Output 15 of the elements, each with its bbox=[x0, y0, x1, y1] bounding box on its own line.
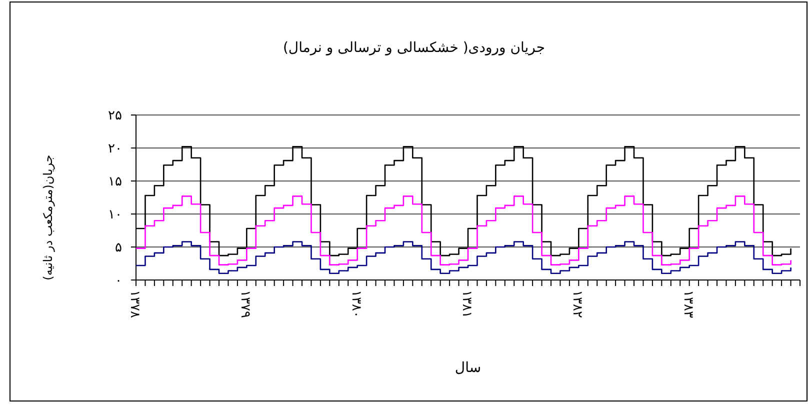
chart-title: جریان ورودی( خشکسالی و ترسالی و نرمال) bbox=[282, 40, 546, 56]
y-tick-label: ۲۵ bbox=[108, 108, 122, 124]
x-tick-label: ۱۳۸۲ bbox=[570, 290, 585, 318]
x-tick-label: ۱۳۸۰ bbox=[348, 290, 364, 318]
y-tick-label: ۰ bbox=[115, 274, 122, 289]
y-tick-label: ۵ bbox=[115, 240, 122, 256]
y-tick-label: ۱۵ bbox=[108, 174, 122, 190]
x-tick-label: ۱۳۸۱ bbox=[459, 290, 474, 318]
y-tick-label: ۲۰ bbox=[108, 142, 122, 157]
x-tick-label: ۱۳۸۳ bbox=[680, 290, 696, 318]
y-tick-label: ۱۰ bbox=[108, 208, 122, 223]
y-axis-title: جریان(مترمکعب در ثانیه) bbox=[41, 154, 55, 280]
x-tick-label: ۱۳۷۹ bbox=[238, 290, 253, 318]
x-tick-label: ۱۳۷۸ bbox=[127, 290, 142, 318]
x-axis-title: سال bbox=[454, 360, 482, 376]
